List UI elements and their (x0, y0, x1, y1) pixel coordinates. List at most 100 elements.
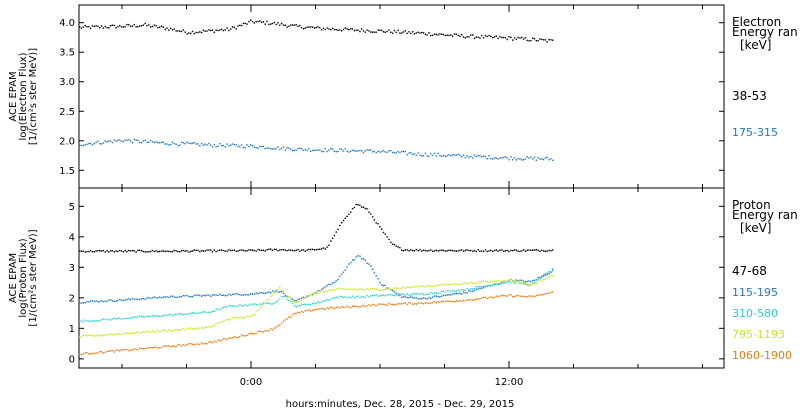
proton-point (95, 319, 97, 322)
proton-point (417, 292, 419, 295)
proton-point (91, 319, 94, 322)
proton-point (433, 285, 436, 287)
proton-point (422, 249, 425, 251)
proton-point (84, 352, 86, 354)
electron-point (371, 31, 374, 33)
electron-point (435, 155, 437, 157)
proton-point (493, 280, 496, 283)
proton-point (259, 303, 261, 305)
proton-point (326, 307, 328, 309)
proton-point (451, 293, 454, 295)
proton-point (393, 291, 396, 293)
proton-point (219, 340, 221, 342)
electron-point (222, 144, 225, 147)
proton-point (310, 304, 312, 306)
proton-point (259, 330, 261, 332)
proton-point (482, 286, 485, 289)
proton-point (370, 287, 372, 290)
proton-point (544, 274, 547, 276)
proton-point (310, 294, 312, 296)
proton-point (80, 250, 83, 252)
proton-point (226, 306, 228, 309)
proton-point (217, 339, 219, 341)
proton-point (526, 280, 528, 283)
proton-point (93, 335, 95, 337)
proton-point (475, 282, 477, 285)
proton-point (100, 300, 103, 302)
electron-point (391, 151, 394, 154)
electron-point (180, 141, 183, 143)
electron-point (410, 152, 412, 154)
proton-point (104, 300, 106, 302)
electron-point (182, 142, 185, 144)
electron-point (346, 28, 348, 30)
electron-point (484, 156, 487, 158)
proton-point (328, 289, 330, 291)
proton-point (490, 249, 492, 251)
proton-point (524, 281, 527, 283)
proton-point (271, 294, 274, 296)
proton-point (140, 315, 143, 317)
proton-point (448, 300, 450, 302)
electron-point (544, 39, 547, 41)
proton-point (184, 344, 186, 347)
electron-point (270, 23, 272, 25)
proton-point (504, 250, 507, 252)
proton-point (124, 318, 126, 320)
proton-point (522, 280, 525, 282)
electron-point (228, 145, 230, 147)
electron-point (435, 33, 437, 36)
proton-point (311, 309, 314, 312)
proton-point (381, 228, 383, 230)
proton-point (244, 304, 246, 306)
proton-point (335, 280, 337, 282)
proton-point (386, 294, 388, 296)
proton-point (357, 288, 359, 290)
proton-point (342, 306, 345, 308)
proton-point (111, 350, 114, 352)
proton-point (324, 286, 326, 288)
proton-point (79, 250, 81, 252)
electron-point (462, 154, 465, 156)
electron-point (466, 36, 468, 38)
electron-point (155, 25, 157, 27)
electron-point (344, 27, 346, 29)
proton-point (539, 279, 541, 281)
proton-point (515, 295, 517, 297)
proton-point (253, 293, 255, 295)
proton-point (297, 305, 299, 307)
electron-point (177, 144, 179, 147)
proton-point (415, 293, 417, 295)
proton-point (515, 279, 517, 281)
proton-point (184, 313, 186, 315)
proton-point (142, 316, 145, 318)
electron-point (166, 27, 168, 29)
electron-point (128, 24, 130, 26)
proton-point (479, 286, 481, 288)
proton-ylabel-line: [1/(cm²s ster MeV)] (28, 229, 39, 326)
electron-point (348, 29, 350, 31)
proton-point (139, 332, 141, 334)
electron-point (191, 142, 194, 144)
proton-point (280, 322, 283, 324)
electron-point (230, 28, 232, 30)
proton-point (339, 287, 341, 290)
proton-point (117, 317, 119, 319)
proton-point (286, 318, 288, 320)
proton-point (464, 300, 467, 302)
proton-point (188, 295, 190, 298)
electron-point (512, 159, 514, 161)
proton-point (552, 269, 554, 272)
electron-legend-title-line: [keV] (740, 38, 771, 52)
electron-point (459, 154, 461, 156)
proton-point (202, 343, 205, 345)
proton-point (311, 293, 314, 295)
proton-legend-entry: 795-1193 (732, 328, 785, 341)
electron-point (408, 152, 410, 154)
proton-point (166, 330, 168, 332)
proton-point (299, 304, 301, 307)
proton-point (108, 350, 110, 352)
proton-point (379, 289, 381, 291)
proton-point (146, 347, 148, 350)
proton-point (213, 294, 215, 296)
